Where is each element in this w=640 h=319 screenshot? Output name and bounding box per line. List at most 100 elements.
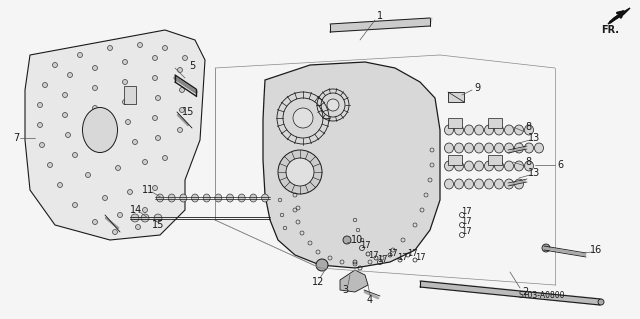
Circle shape xyxy=(108,46,113,50)
Polygon shape xyxy=(608,8,630,24)
Bar xyxy=(448,92,464,102)
Ellipse shape xyxy=(465,143,474,153)
Circle shape xyxy=(286,158,314,186)
Text: 5: 5 xyxy=(189,61,195,71)
Text: 17: 17 xyxy=(368,250,378,259)
Circle shape xyxy=(93,85,97,91)
Text: 8: 8 xyxy=(525,157,531,167)
Bar xyxy=(124,86,136,104)
Circle shape xyxy=(152,115,157,121)
Ellipse shape xyxy=(465,125,474,135)
Ellipse shape xyxy=(504,179,513,189)
Text: 1: 1 xyxy=(377,11,383,21)
Circle shape xyxy=(102,145,108,151)
Circle shape xyxy=(67,72,72,78)
Circle shape xyxy=(182,56,188,61)
Circle shape xyxy=(125,120,131,124)
Text: 17: 17 xyxy=(377,256,387,264)
Ellipse shape xyxy=(227,194,234,202)
Circle shape xyxy=(177,128,182,132)
Ellipse shape xyxy=(515,179,524,189)
Circle shape xyxy=(63,93,67,98)
Ellipse shape xyxy=(191,194,198,202)
Circle shape xyxy=(58,182,63,188)
Text: 13: 13 xyxy=(528,133,540,143)
Ellipse shape xyxy=(484,125,493,135)
Circle shape xyxy=(598,299,604,305)
Ellipse shape xyxy=(454,125,463,135)
Circle shape xyxy=(327,99,339,111)
Polygon shape xyxy=(330,18,432,32)
Ellipse shape xyxy=(534,143,543,153)
Circle shape xyxy=(143,160,147,165)
Circle shape xyxy=(93,65,97,70)
Ellipse shape xyxy=(83,108,118,152)
Ellipse shape xyxy=(445,143,454,153)
Ellipse shape xyxy=(445,161,454,171)
Text: 17: 17 xyxy=(387,249,397,257)
Circle shape xyxy=(118,212,122,218)
Circle shape xyxy=(65,132,70,137)
Ellipse shape xyxy=(465,179,474,189)
Text: 3: 3 xyxy=(342,285,348,295)
Text: 17: 17 xyxy=(461,207,471,217)
Ellipse shape xyxy=(504,143,513,153)
Bar xyxy=(448,118,462,128)
Polygon shape xyxy=(340,270,368,292)
Circle shape xyxy=(152,186,157,190)
Text: 4: 4 xyxy=(367,295,373,305)
Ellipse shape xyxy=(180,194,187,202)
Ellipse shape xyxy=(495,161,504,171)
Circle shape xyxy=(154,214,162,222)
Text: 15: 15 xyxy=(182,107,194,117)
Text: 17: 17 xyxy=(360,241,371,249)
Circle shape xyxy=(136,225,141,229)
Bar xyxy=(448,155,462,165)
Circle shape xyxy=(316,259,328,271)
Ellipse shape xyxy=(484,161,493,171)
Text: 14: 14 xyxy=(130,205,142,215)
Ellipse shape xyxy=(474,143,483,153)
Circle shape xyxy=(102,196,108,201)
Circle shape xyxy=(63,113,67,117)
Circle shape xyxy=(278,150,322,194)
Circle shape xyxy=(138,42,143,48)
Circle shape xyxy=(72,152,77,158)
Ellipse shape xyxy=(474,179,483,189)
Circle shape xyxy=(152,76,157,80)
Ellipse shape xyxy=(495,125,504,135)
Circle shape xyxy=(163,46,168,50)
Text: 17: 17 xyxy=(461,218,471,226)
Ellipse shape xyxy=(454,179,463,189)
Circle shape xyxy=(52,63,58,68)
Circle shape xyxy=(293,108,313,128)
Circle shape xyxy=(122,60,127,64)
Ellipse shape xyxy=(484,179,493,189)
Bar xyxy=(488,118,502,128)
Ellipse shape xyxy=(157,194,163,202)
Circle shape xyxy=(113,229,118,234)
Circle shape xyxy=(40,143,45,147)
Circle shape xyxy=(177,68,182,72)
Text: 6: 6 xyxy=(557,160,563,170)
Circle shape xyxy=(47,162,52,167)
Ellipse shape xyxy=(250,194,257,202)
Circle shape xyxy=(38,122,42,128)
Text: 13: 13 xyxy=(528,168,540,178)
Ellipse shape xyxy=(504,125,513,135)
Ellipse shape xyxy=(454,161,463,171)
Ellipse shape xyxy=(262,194,269,202)
Text: 17: 17 xyxy=(406,249,417,257)
Circle shape xyxy=(143,207,147,212)
Text: 15: 15 xyxy=(152,220,164,230)
Text: 7: 7 xyxy=(13,133,19,143)
Ellipse shape xyxy=(465,161,474,171)
Text: 16: 16 xyxy=(590,245,602,255)
Ellipse shape xyxy=(484,143,493,153)
Ellipse shape xyxy=(203,194,210,202)
Text: 17: 17 xyxy=(397,254,407,263)
Circle shape xyxy=(141,214,149,222)
Ellipse shape xyxy=(454,143,463,153)
Circle shape xyxy=(542,244,550,252)
Ellipse shape xyxy=(525,125,534,135)
